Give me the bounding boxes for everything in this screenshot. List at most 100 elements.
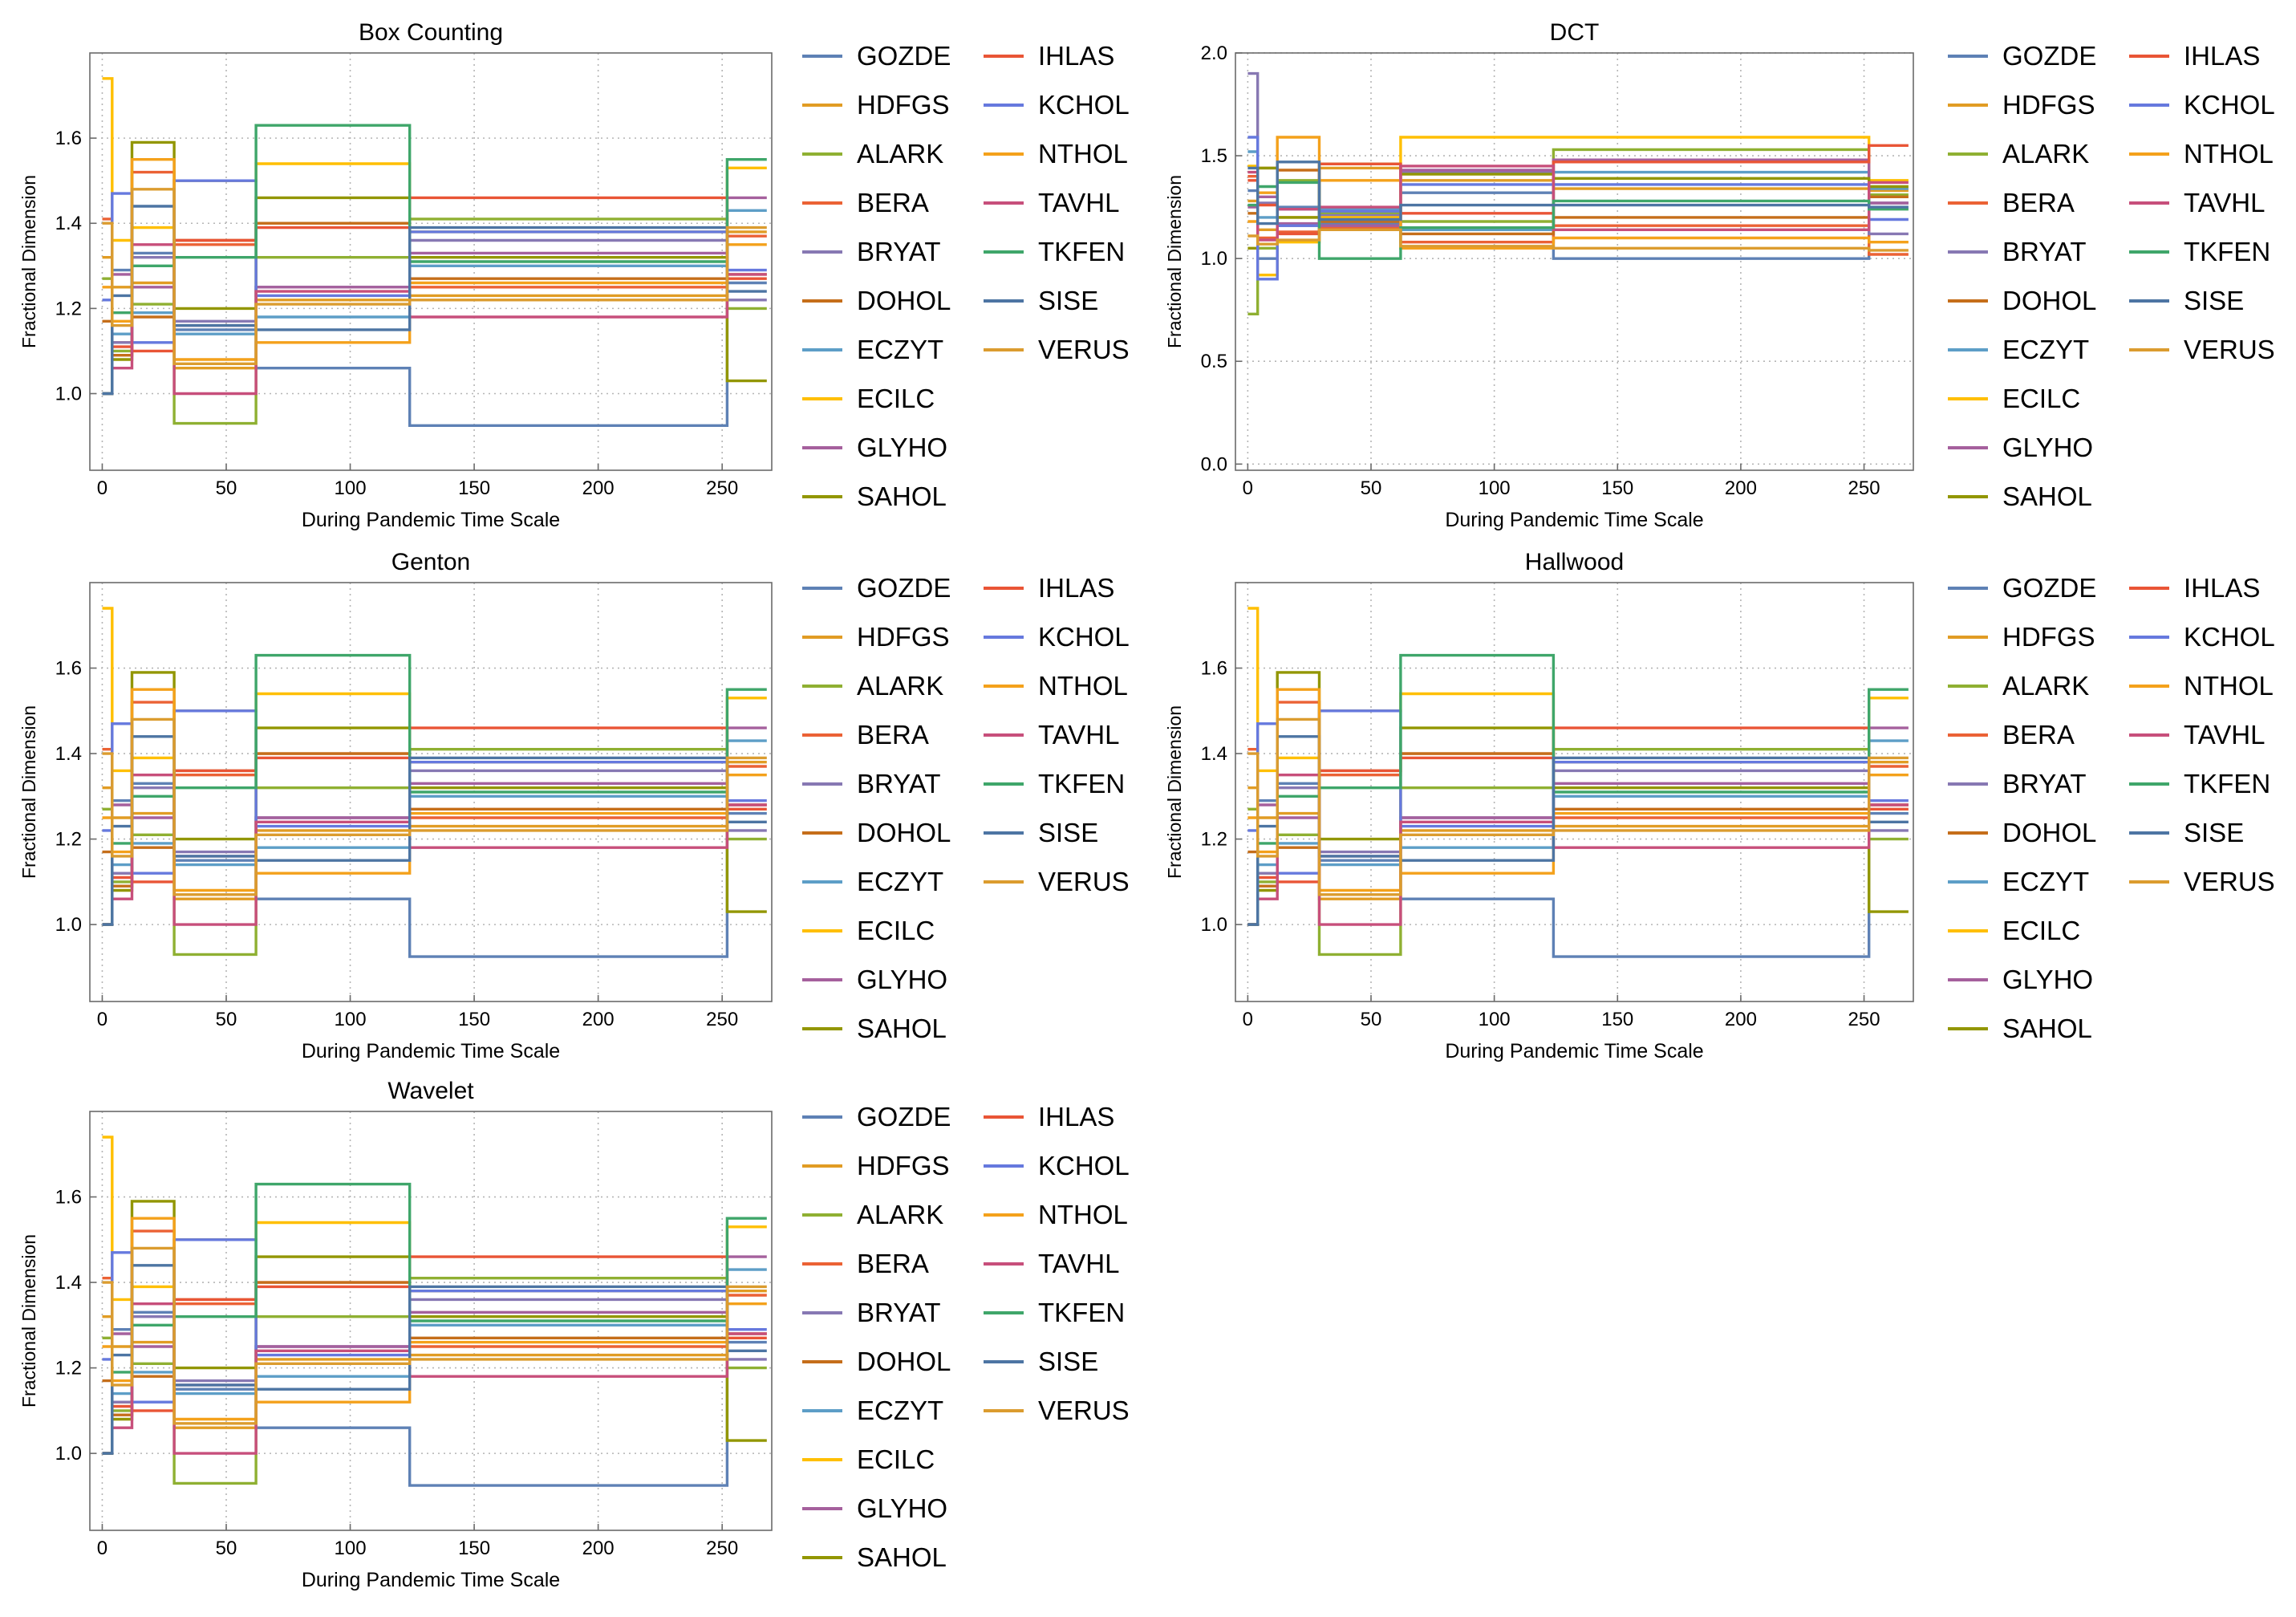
wavelet-legend-label-kchol: KCHOL: [1038, 1151, 1130, 1180]
box-counting-legend-label-eczyt: ECZYT: [857, 335, 943, 364]
wavelet-xtick-label-4: 200: [582, 1538, 615, 1559]
box-counting-legend-label-kchol: KCHOL: [1038, 90, 1130, 120]
wavelet-ytick-label-3: 1.6: [55, 1187, 82, 1209]
hallwood-xtick-label-5: 250: [1848, 1009, 1880, 1030]
hallwood-legend-label-ecilc: ECILC: [2002, 916, 2080, 945]
genton-legend-label-ecilc: ECILC: [857, 916, 935, 945]
genton-xtick-label-2: 100: [335, 1009, 367, 1030]
genton-legend-label-dohol: DOHOL: [857, 818, 951, 847]
dct-ytick-label-2: 1.0: [1201, 248, 1227, 270]
box-counting-legend-label-sise: SISE: [1038, 286, 1098, 315]
box-counting-legend-label-tavhl: TAVHL: [1038, 188, 1119, 217]
box-counting-legend-label-ecilc: ECILC: [857, 384, 935, 413]
wavelet-series-ihlas: [102, 1255, 767, 1455]
dct-legend-label-hdfgs: HDFGS: [2002, 90, 2095, 120]
wavelet-legend-label-nthol: NTHOL: [1038, 1200, 1128, 1229]
genton-legend-label-kchol: KCHOL: [1038, 622, 1130, 652]
box-counting-ytick-label-3: 1.6: [55, 128, 82, 149]
box-counting-series-ecilc: [102, 77, 767, 242]
hallwood-series-dohol: [1247, 752, 1909, 888]
box-counting-panel: Box Counting 0 50 100 150 200 250 1.0 1.2 1.4 1.6 D…: [18, 19, 1130, 531]
wavelet-series-tkfen: [102, 1182, 767, 1455]
wavelet-series-sise: [102, 1264, 767, 1455]
genton-series-nthol: [102, 688, 767, 892]
genton-legend-label-sahol: SAHOL: [857, 1014, 947, 1043]
wavelet-ylabel: Fractional Dimension: [18, 1234, 39, 1408]
dct-series-alark: [1247, 148, 1909, 315]
wavelet-legend-label-ihlas: IHLAS: [1038, 1102, 1114, 1131]
dct-ytick-label-4: 2.0: [1201, 43, 1227, 64]
wavelet-series-verus: [102, 1246, 767, 1425]
box-counting-xlabel: During Pandemic Time Scale: [302, 509, 560, 531]
genton-xtick-label-1: 50: [216, 1009, 237, 1030]
dct-series-bera: [1247, 174, 1909, 256]
hallwood-legend-label-alark: ALARK: [2002, 671, 2089, 701]
hallwood-xtick-label-1: 50: [1361, 1009, 1382, 1030]
box-counting-legend-label-glyho: GLYHO: [857, 433, 947, 462]
wavelet-series-kchol: [102, 1238, 767, 1404]
box-counting-legend-label-alark: ALARK: [857, 139, 943, 169]
hallwood-xlabel: During Pandemic Time Scale: [1445, 1040, 1703, 1062]
genton-xtick-label-0: 0: [97, 1009, 107, 1030]
hallwood-series-verus: [1247, 717, 1909, 896]
genton-legend-label-bera: BERA: [857, 720, 929, 750]
box-counting-xtick-label-2: 100: [335, 477, 367, 499]
hallwood-legend-label-sise: SISE: [2184, 818, 2244, 847]
hallwood-plot-frame: [1235, 582, 1914, 1002]
wavelet-ytick-label-0: 1.0: [55, 1443, 82, 1465]
hallwood-series-gozde: [1247, 782, 1909, 958]
dct-ylabel: Fractional Dimension: [1164, 175, 1185, 348]
wavelet-legend-label-alark: ALARK: [857, 1200, 943, 1229]
dct-xtick-label-2: 100: [1479, 477, 1511, 499]
box-counting-xtick-label-1: 50: [216, 477, 237, 499]
hallwood-legend-label-tavhl: TAVHL: [2184, 720, 2265, 750]
hallwood-series-eczyt: [1247, 739, 1909, 926]
dct-ytick-label-0: 0.0: [1201, 453, 1227, 475]
dct-legend-label-verus: VERUS: [2184, 335, 2275, 364]
hallwood-xtick-label-2: 100: [1479, 1009, 1511, 1030]
genton-legend-label-alark: ALARK: [857, 671, 943, 701]
wavelet-ytick-label-1: 1.2: [55, 1358, 82, 1379]
dct-ytick-label-3: 1.5: [1201, 145, 1227, 167]
genton-panel: Genton 0 50 100 150 200 250 1.0 1.2 1.4 1.6 During …: [18, 549, 1130, 1062]
dct-legend-label-sahol: SAHOL: [2002, 481, 2092, 511]
hallwood-series-alark: [1247, 748, 1909, 957]
wavelet-legend-label-bera: BERA: [857, 1249, 929, 1278]
hallwood-series-kchol: [1247, 709, 1909, 875]
dct-xtick-label-1: 50: [1361, 477, 1382, 499]
wavelet-xtick-label-2: 100: [335, 1538, 367, 1559]
box-counting-series-alark: [102, 217, 767, 425]
box-counting-series-hdfgs: [102, 230, 767, 370]
box-counting-series-ihlas: [102, 196, 767, 396]
genton-xtick-label-3: 150: [458, 1009, 490, 1030]
hallwood-series-ecilc: [1247, 607, 1909, 773]
box-counting-legend-label-tkfen: TKFEN: [1038, 237, 1125, 266]
hallwood-series-hdfgs: [1247, 761, 1909, 900]
genton-xtick-label-5: 250: [706, 1009, 738, 1030]
genton-plot-frame: [89, 582, 773, 1002]
wavelet-xlabel: During Pandemic Time Scale: [302, 1569, 560, 1591]
box-counting-series-eczyt: [102, 209, 767, 396]
hallwood-series-sise: [1247, 735, 1909, 926]
genton-series-ecilc: [102, 607, 767, 773]
dct-legend-label-ihlas: IHLAS: [2184, 41, 2260, 71]
box-counting-legend-label-nthol: NTHOL: [1038, 139, 1128, 169]
box-counting-legend-label-bera: BERA: [857, 188, 929, 217]
wavelet-series-dohol: [102, 1281, 767, 1416]
wavelet-series-nthol: [102, 1217, 767, 1421]
wavelet-legend-label-hdfgs: HDFGS: [857, 1151, 950, 1180]
wavelet-legend-label-tavhl: TAVHL: [1038, 1249, 1119, 1278]
dct-legend-label-tkfen: TKFEN: [2184, 237, 2270, 266]
wavelet-xtick-label-0: 0: [97, 1538, 107, 1559]
wavelet-series-alark: [102, 1276, 767, 1485]
dct-xtick-label-4: 200: [1725, 477, 1757, 499]
hallwood-ytick-label-1: 1.2: [1201, 829, 1227, 851]
box-counting-xtick-label-5: 250: [706, 477, 738, 499]
box-counting-series-verus: [102, 188, 767, 365]
dct-series-hdfgs: [1247, 166, 1909, 231]
dct-legend-label-kchol: KCHOL: [2184, 90, 2275, 120]
box-counting-ytick-label-1: 1.2: [55, 298, 82, 319]
genton-ytick-label-0: 1.0: [55, 914, 82, 936]
genton-series-sise: [102, 735, 767, 926]
hallwood-legend-label-verus: VERUS: [2184, 867, 2275, 896]
